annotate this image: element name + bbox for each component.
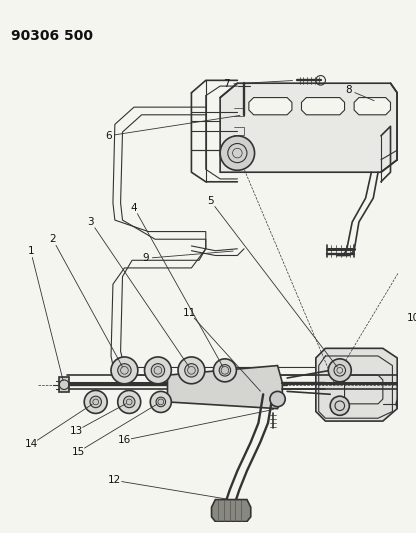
Text: 90306 500: 90306 500: [12, 29, 94, 43]
Circle shape: [178, 357, 205, 384]
Circle shape: [219, 365, 230, 376]
Text: 5: 5: [207, 196, 214, 206]
Polygon shape: [168, 366, 282, 409]
Circle shape: [328, 359, 351, 382]
Text: 9: 9: [142, 253, 149, 263]
Circle shape: [220, 136, 255, 171]
Text: 10: 10: [407, 313, 416, 322]
Circle shape: [118, 364, 131, 377]
Text: 2: 2: [50, 234, 56, 244]
Circle shape: [151, 364, 165, 377]
Circle shape: [150, 391, 171, 413]
Text: 11: 11: [183, 308, 196, 318]
Text: 15: 15: [72, 447, 85, 457]
Text: 16: 16: [118, 435, 131, 445]
Polygon shape: [316, 349, 397, 421]
Circle shape: [213, 359, 236, 382]
Text: 12: 12: [108, 475, 121, 486]
Polygon shape: [302, 98, 344, 115]
Circle shape: [84, 391, 107, 414]
Circle shape: [111, 357, 138, 384]
Text: 1: 1: [27, 246, 34, 256]
Text: 6: 6: [105, 131, 111, 141]
Circle shape: [156, 397, 166, 407]
Circle shape: [144, 357, 171, 384]
Circle shape: [330, 396, 349, 415]
Circle shape: [118, 391, 141, 414]
Text: 8: 8: [345, 85, 352, 95]
Text: 14: 14: [25, 439, 38, 449]
Text: 3: 3: [88, 217, 94, 227]
Polygon shape: [249, 98, 292, 115]
Circle shape: [185, 364, 198, 377]
Polygon shape: [59, 377, 69, 392]
Text: 4: 4: [131, 203, 137, 213]
Text: 13: 13: [70, 426, 83, 435]
Text: 7: 7: [223, 79, 230, 89]
Polygon shape: [220, 83, 397, 172]
Circle shape: [90, 396, 102, 408]
Polygon shape: [354, 98, 391, 115]
Polygon shape: [211, 499, 251, 522]
Circle shape: [270, 391, 285, 407]
Circle shape: [124, 396, 135, 408]
